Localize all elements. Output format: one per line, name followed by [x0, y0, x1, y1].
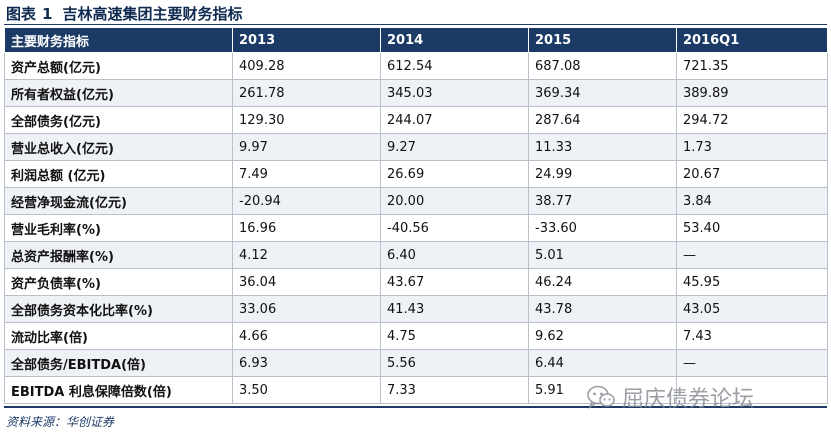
table-cell: 9.27	[380, 133, 529, 161]
table-row: 所有者权益(亿元) 261.78 345.03 369.34 389.89	[4, 79, 828, 107]
table-cell: 11.33	[528, 133, 677, 161]
table-cell: 20.00	[380, 187, 529, 215]
row-label: 总资产报酬率(%)	[4, 241, 233, 269]
row-label: 营业总收入(亿元)	[4, 133, 233, 161]
table-cell: -40.56	[380, 214, 529, 242]
row-label: 经营净现金流(亿元)	[4, 187, 233, 215]
table-cell: 43.67	[380, 268, 529, 296]
watermark: 屈庆债券论坛	[586, 381, 754, 413]
table-bottom-rule	[4, 406, 827, 408]
row-label: 全部债务资本化比率(%)	[4, 295, 233, 323]
table-cell: 5.56	[380, 349, 529, 377]
table-row: 资产负债率(%) 36.04 43.67 46.24 45.95	[4, 268, 828, 296]
table-cell	[676, 376, 828, 404]
header-2014: 2014	[380, 27, 529, 53]
table-cell: 129.30	[232, 106, 381, 134]
table-cell: 4.12	[232, 241, 381, 269]
row-label: 全部债务(亿元)	[4, 106, 233, 134]
table-cell: 687.08	[528, 52, 677, 80]
row-label: 流动比率(倍)	[4, 322, 233, 350]
header-2015: 2015	[528, 27, 677, 53]
table-cell: 7.43	[676, 322, 828, 350]
row-label: 营业毛利率(%)	[4, 214, 233, 242]
figure-label: 图表	[6, 5, 37, 23]
row-label: 利润总额 (亿元)	[4, 160, 233, 188]
row-label: 资产总额(亿元)	[4, 52, 233, 80]
table-row: 利润总额 (亿元) 7.49 26.69 24.99 20.67	[4, 160, 828, 188]
table-cell: 294.72	[676, 106, 828, 134]
figure-number: 1	[42, 5, 53, 23]
table-cell: -33.60	[528, 214, 677, 242]
table-header-row: 主要财务指标 2013 2014 2015 2016Q1	[4, 27, 828, 53]
row-label: 所有者权益(亿元)	[4, 79, 233, 107]
header-2013: 2013	[232, 27, 381, 53]
table-cell: 45.95	[676, 268, 828, 296]
table-cell: 33.06	[232, 295, 381, 323]
table-cell: —	[676, 349, 828, 377]
table-cell: 244.07	[380, 106, 529, 134]
table-cell: 26.69	[380, 160, 529, 188]
table-cell: 369.34	[528, 79, 677, 107]
table-row: 营业毛利率(%) 16.96 -40.56 -33.60 53.40	[4, 214, 828, 242]
table-cell: 409.28	[232, 52, 381, 80]
table-cell: 345.03	[380, 79, 529, 107]
table-cell: 389.89	[676, 79, 828, 107]
table-cell: 3.84	[676, 187, 828, 215]
table-cell: 20.67	[676, 160, 828, 188]
table-row: 全部债务/EBITDA(倍) 6.93 5.56 6.44—	[4, 349, 828, 377]
table-cell: 9.97	[232, 133, 381, 161]
table-row: EBITDA 利息保障倍数(倍) 3.50 7.33 5.91	[4, 376, 828, 404]
table-cell: 721.35	[676, 52, 828, 80]
table-cell: 6.44	[528, 349, 677, 377]
figure-title: 图表 1 吉林高速集团主要财务指标	[6, 3, 242, 24]
header-indicator: 主要财务指标	[4, 27, 233, 53]
table-cell: 4.66	[232, 322, 381, 350]
table-cell: 6.93	[232, 349, 381, 377]
financial-indicators-table: 主要财务指标 2013 2014 2015 2016Q1 资产总额(亿元) 409…	[4, 27, 828, 404]
table-cell: 24.99	[528, 160, 677, 188]
table-cell: 16.96	[232, 214, 381, 242]
table-cell: 43.78	[528, 295, 677, 323]
table-cell: 9.62	[528, 322, 677, 350]
table-cell: 6.40	[380, 241, 529, 269]
figure-title-text: 吉林高速集团主要财务指标	[62, 5, 243, 23]
table-cell: 1.73	[676, 133, 828, 161]
table-cell: 612.54	[380, 52, 529, 80]
table-cell: 36.04	[232, 268, 381, 296]
wechat-icon	[587, 385, 615, 410]
table-cell: 287.64	[528, 106, 677, 134]
table-row: 全部债务(亿元) 129.30 244.07 287.64 294.72	[4, 106, 828, 134]
table-cell: -20.94	[232, 187, 381, 215]
table-cell: 5.01	[528, 241, 677, 269]
row-label: 全部债务/EBITDA(倍)	[4, 349, 233, 377]
source-note: 资料来源：华创证券	[6, 415, 115, 429]
watermark-text: 屈庆债券论坛	[622, 387, 755, 412]
table-cell: 43.05	[676, 295, 828, 323]
table-cell: 46.24	[528, 268, 677, 296]
table-cell: —	[676, 241, 828, 269]
table-row: 流动比率(倍) 4.66 4.75 9.62 7.43	[4, 322, 828, 350]
table-row: 营业总收入(亿元) 9.97 9.27 11.33 1.73	[4, 133, 828, 161]
table-cell: 3.50	[232, 376, 381, 404]
table-cell: 261.78	[232, 79, 381, 107]
table-cell: 53.40	[676, 214, 828, 242]
table-row: 经营净现金流(亿元) -20.94 20.00 38.77 3.84	[4, 187, 828, 215]
table-cell: 7.49	[232, 160, 381, 188]
table-row: 全部债务资本化比率(%) 33.06 41.43 43.78 43.05	[4, 295, 828, 323]
table-row: 资产总额(亿元) 409.28 612.54 687.08 721.35	[4, 52, 828, 80]
header-2016q1: 2016Q1	[676, 27, 828, 53]
row-label: EBITDA 利息保障倍数(倍)	[4, 376, 233, 404]
title-divider	[4, 24, 827, 25]
row-label: 资产负债率(%)	[4, 268, 233, 296]
table-row: 总资产报酬率(%) 4.12 6.40 5.01—	[4, 241, 828, 269]
table-cell: 4.75	[380, 322, 529, 350]
table-cell: 41.43	[380, 295, 529, 323]
table-cell: 7.33	[380, 376, 529, 404]
table-cell: 38.77	[528, 187, 677, 215]
